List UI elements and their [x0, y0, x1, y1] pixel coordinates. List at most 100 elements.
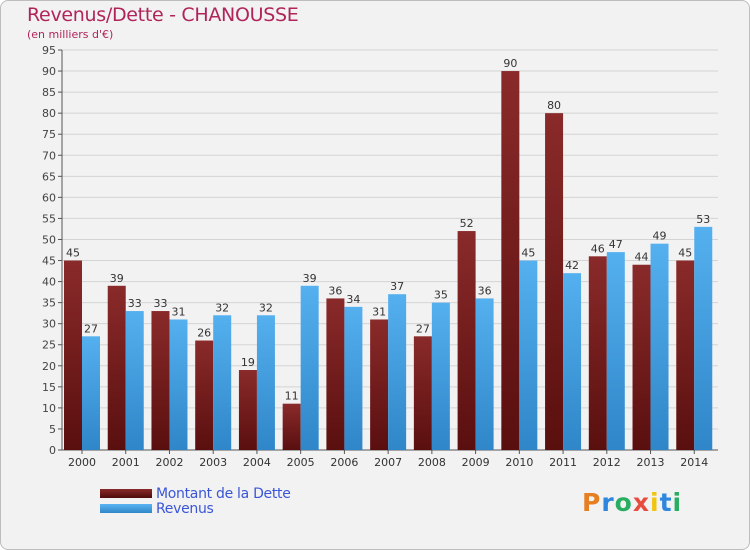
data-label-revenus: 49: [653, 230, 667, 243]
y-tick-label: 95: [42, 44, 56, 57]
y-tick-label: 70: [42, 149, 56, 162]
x-tick-label: 2004: [243, 456, 271, 469]
bar-debt: [107, 285, 126, 450]
proxiti-logo: Proxiti: [582, 488, 682, 517]
legend-swatch-debt: [100, 489, 152, 498]
bar-revenus: [563, 273, 582, 450]
data-label-debt: 90: [503, 57, 517, 70]
logo-letter: o: [614, 488, 633, 517]
data-label-revenus: 34: [346, 293, 360, 306]
y-tick-label: 60: [42, 191, 56, 204]
bar-revenus: [475, 298, 494, 450]
logo-letter: i: [650, 488, 660, 517]
y-tick-label: 30: [42, 318, 56, 331]
bar-revenus: [169, 319, 188, 450]
x-tick-label: 2008: [418, 456, 446, 469]
bar-debt: [545, 113, 564, 450]
y-tick-label: 50: [42, 233, 56, 246]
bar-revenus: [431, 302, 450, 450]
legend-label-debt: Montant de la Dette: [156, 485, 291, 502]
data-label-revenus: 35: [434, 289, 448, 302]
x-tick-label: 2000: [68, 456, 96, 469]
x-tick-label: 2014: [680, 456, 708, 469]
y-tick-label: 10: [42, 402, 56, 415]
x-tick-label: 2013: [637, 456, 665, 469]
data-label-revenus: 42: [565, 259, 579, 272]
x-tick-label: 2007: [374, 456, 402, 469]
logo-letter: i: [672, 488, 683, 517]
data-label-debt: 45: [678, 247, 692, 260]
x-tick-label: 2011: [549, 456, 577, 469]
bar-debt: [457, 231, 476, 450]
x-tick-label: 2010: [505, 456, 533, 469]
x-tick-label: 2006: [330, 456, 358, 469]
legend-item-revenus: Revenus: [100, 501, 291, 517]
bar-debt: [370, 319, 389, 450]
bar-debt: [413, 336, 432, 450]
bar-debt: [64, 260, 82, 450]
data-label-revenus: 27: [84, 322, 98, 335]
legend-item-debt: Montant de la Dette: [100, 485, 291, 502]
bar-debt: [238, 370, 257, 450]
y-tick-label: 0: [49, 444, 56, 457]
data-label-revenus: 53: [696, 213, 710, 226]
x-tick-label: 2002: [155, 456, 183, 469]
chart-title: Revenus/Dette - CHANOUSSE: [27, 4, 299, 26]
data-label-revenus: 39: [303, 272, 317, 285]
x-tick-label: 2012: [593, 456, 621, 469]
data-label-debt: 46: [591, 242, 605, 255]
bar-revenus: [300, 285, 319, 450]
data-label-revenus: 32: [259, 301, 273, 314]
bar-revenus: [694, 226, 713, 450]
y-tick-label: 15: [42, 381, 56, 394]
data-label-debt: 27: [416, 322, 430, 335]
bar-revenus: [213, 315, 232, 450]
data-label-debt: 11: [285, 390, 299, 403]
bar-revenus: [82, 336, 100, 450]
data-label-revenus: 33: [128, 297, 142, 310]
data-label-debt: 31: [372, 305, 386, 318]
bar-debt: [632, 264, 651, 450]
data-label-debt: 26: [197, 327, 211, 340]
bar-debt: [282, 403, 301, 450]
legend: Montant de la Dette Revenus: [100, 485, 291, 517]
x-tick-label: 2005: [287, 456, 315, 469]
logo-letter: t: [659, 488, 673, 517]
y-tick-label: 35: [42, 297, 56, 310]
bar-debt: [151, 311, 170, 450]
y-tick-label: 55: [42, 212, 56, 225]
y-tick-label: 25: [42, 339, 56, 352]
data-label-revenus: 45: [521, 247, 535, 260]
bar-revenus: [519, 260, 538, 450]
logo-letter: r: [601, 488, 615, 517]
data-label-debt: 44: [635, 251, 649, 264]
data-label-debt: 39: [110, 272, 124, 285]
y-tick-label: 80: [42, 107, 56, 120]
data-label-debt: 45: [66, 247, 80, 260]
bar-debt: [326, 298, 345, 450]
data-label-revenus: 36: [478, 284, 492, 297]
x-tick-label: 2009: [462, 456, 490, 469]
data-label-revenus: 47: [609, 238, 623, 251]
y-tick-label: 65: [42, 170, 56, 183]
logo-letter: P: [582, 488, 602, 517]
bar-revenus: [388, 294, 407, 450]
y-tick-label: 45: [42, 255, 56, 268]
data-label-debt: 33: [153, 297, 167, 310]
y-tick-label: 5: [49, 423, 56, 436]
logo-letter: x: [632, 488, 650, 517]
legend-swatch-revenus: [100, 504, 152, 513]
bar-revenus: [606, 252, 625, 450]
y-tick-label: 20: [42, 360, 56, 373]
x-tick-label: 2001: [112, 456, 140, 469]
data-label-revenus: 32: [215, 301, 229, 314]
bar-revenus: [344, 306, 363, 450]
bar-revenus: [125, 311, 144, 450]
y-tick-label: 75: [42, 128, 56, 141]
y-tick-label: 85: [42, 86, 56, 99]
y-tick-label: 40: [42, 276, 56, 289]
data-label-debt: 80: [547, 99, 561, 112]
bar-debt: [195, 340, 214, 450]
chart-subtitle: (en milliers d'€): [27, 28, 114, 41]
data-label-debt: 36: [328, 284, 342, 297]
